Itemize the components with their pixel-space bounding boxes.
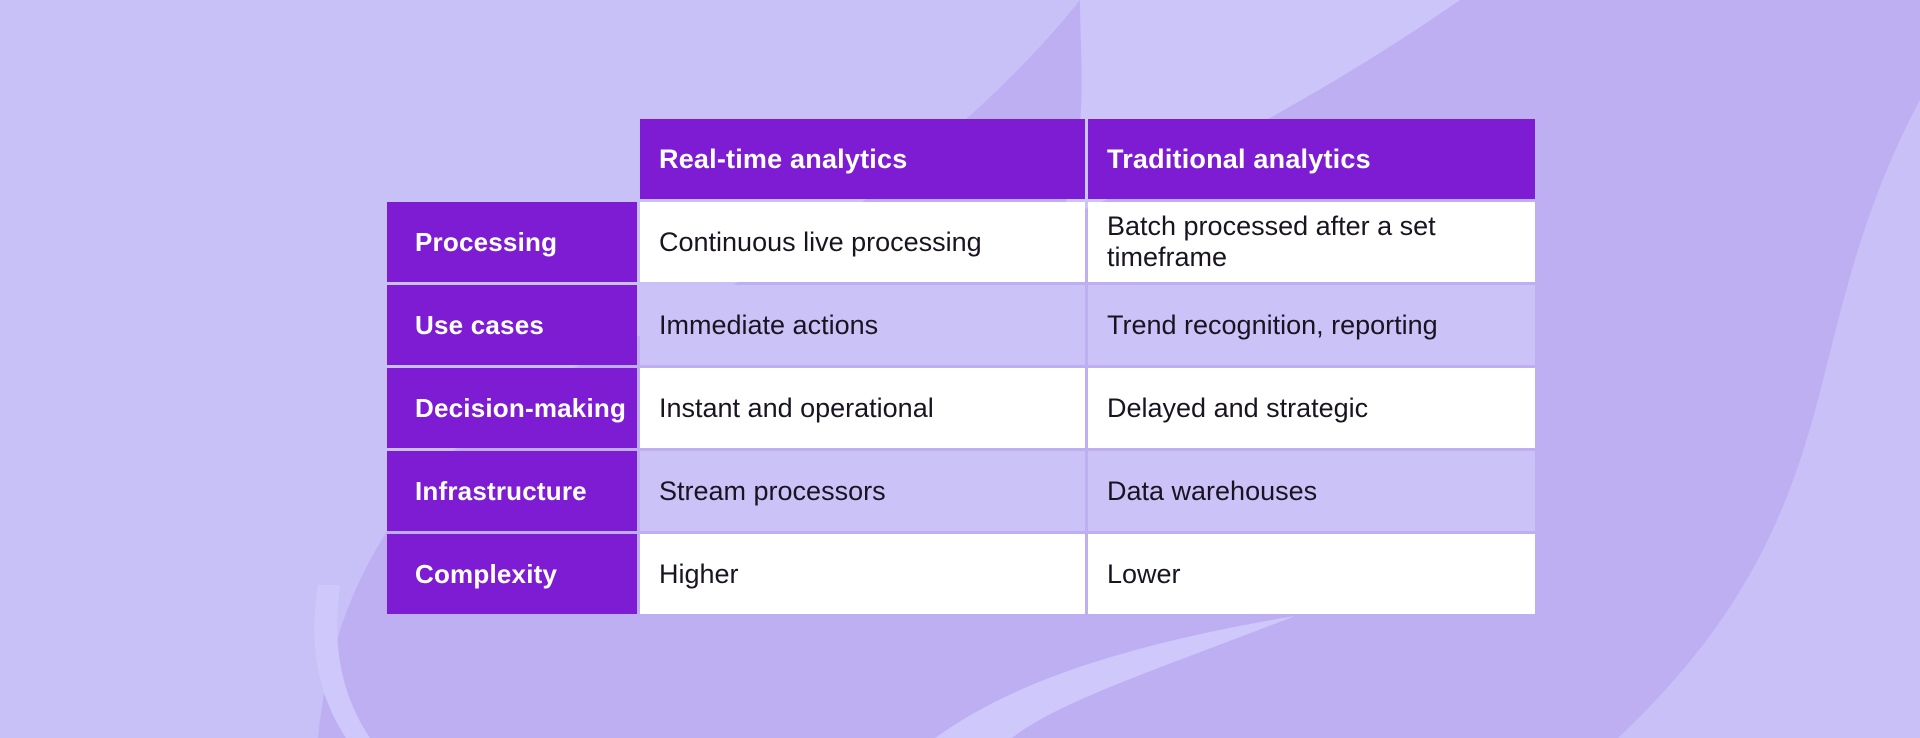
bottom-sail-light-shape: [935, 616, 1295, 738]
corner-spacer: [387, 119, 637, 199]
row-header-complexity: Complexity: [387, 534, 637, 614]
row-header-processing: Processing: [387, 202, 637, 282]
cell-infrastructure-realtime: Stream processors: [640, 451, 1085, 531]
cell-decision-making-realtime: Instant and operational: [640, 368, 1085, 448]
cell-complexity-traditional: Lower: [1088, 534, 1535, 614]
row-header-decision-making: Decision-making: [387, 368, 637, 448]
row-header-use-cases: Use cases: [387, 285, 637, 365]
right-edge-light-shape: [1618, 100, 1920, 738]
cell-decision-making-traditional: Delayed and strategic: [1088, 368, 1535, 448]
row-header-infrastructure: Infrastructure: [387, 451, 637, 531]
column-header-traditional: Traditional analytics: [1088, 119, 1535, 199]
column-header-realtime: Real-time analytics: [640, 119, 1085, 199]
cell-infrastructure-traditional: Data warehouses: [1088, 451, 1535, 531]
cell-use-cases-traditional: Trend recognition, reporting: [1088, 285, 1535, 365]
comparison-table: Real-time analytics Traditional analytic…: [387, 119, 1535, 614]
cell-complexity-realtime: Higher: [640, 534, 1085, 614]
bottom-left-crescent-shape: [314, 585, 370, 738]
cell-use-cases-realtime: Immediate actions: [640, 285, 1085, 365]
cell-processing-realtime: Continuous live processing: [640, 202, 1085, 282]
cell-processing-traditional: Batch processed after a set timeframe: [1088, 202, 1535, 282]
